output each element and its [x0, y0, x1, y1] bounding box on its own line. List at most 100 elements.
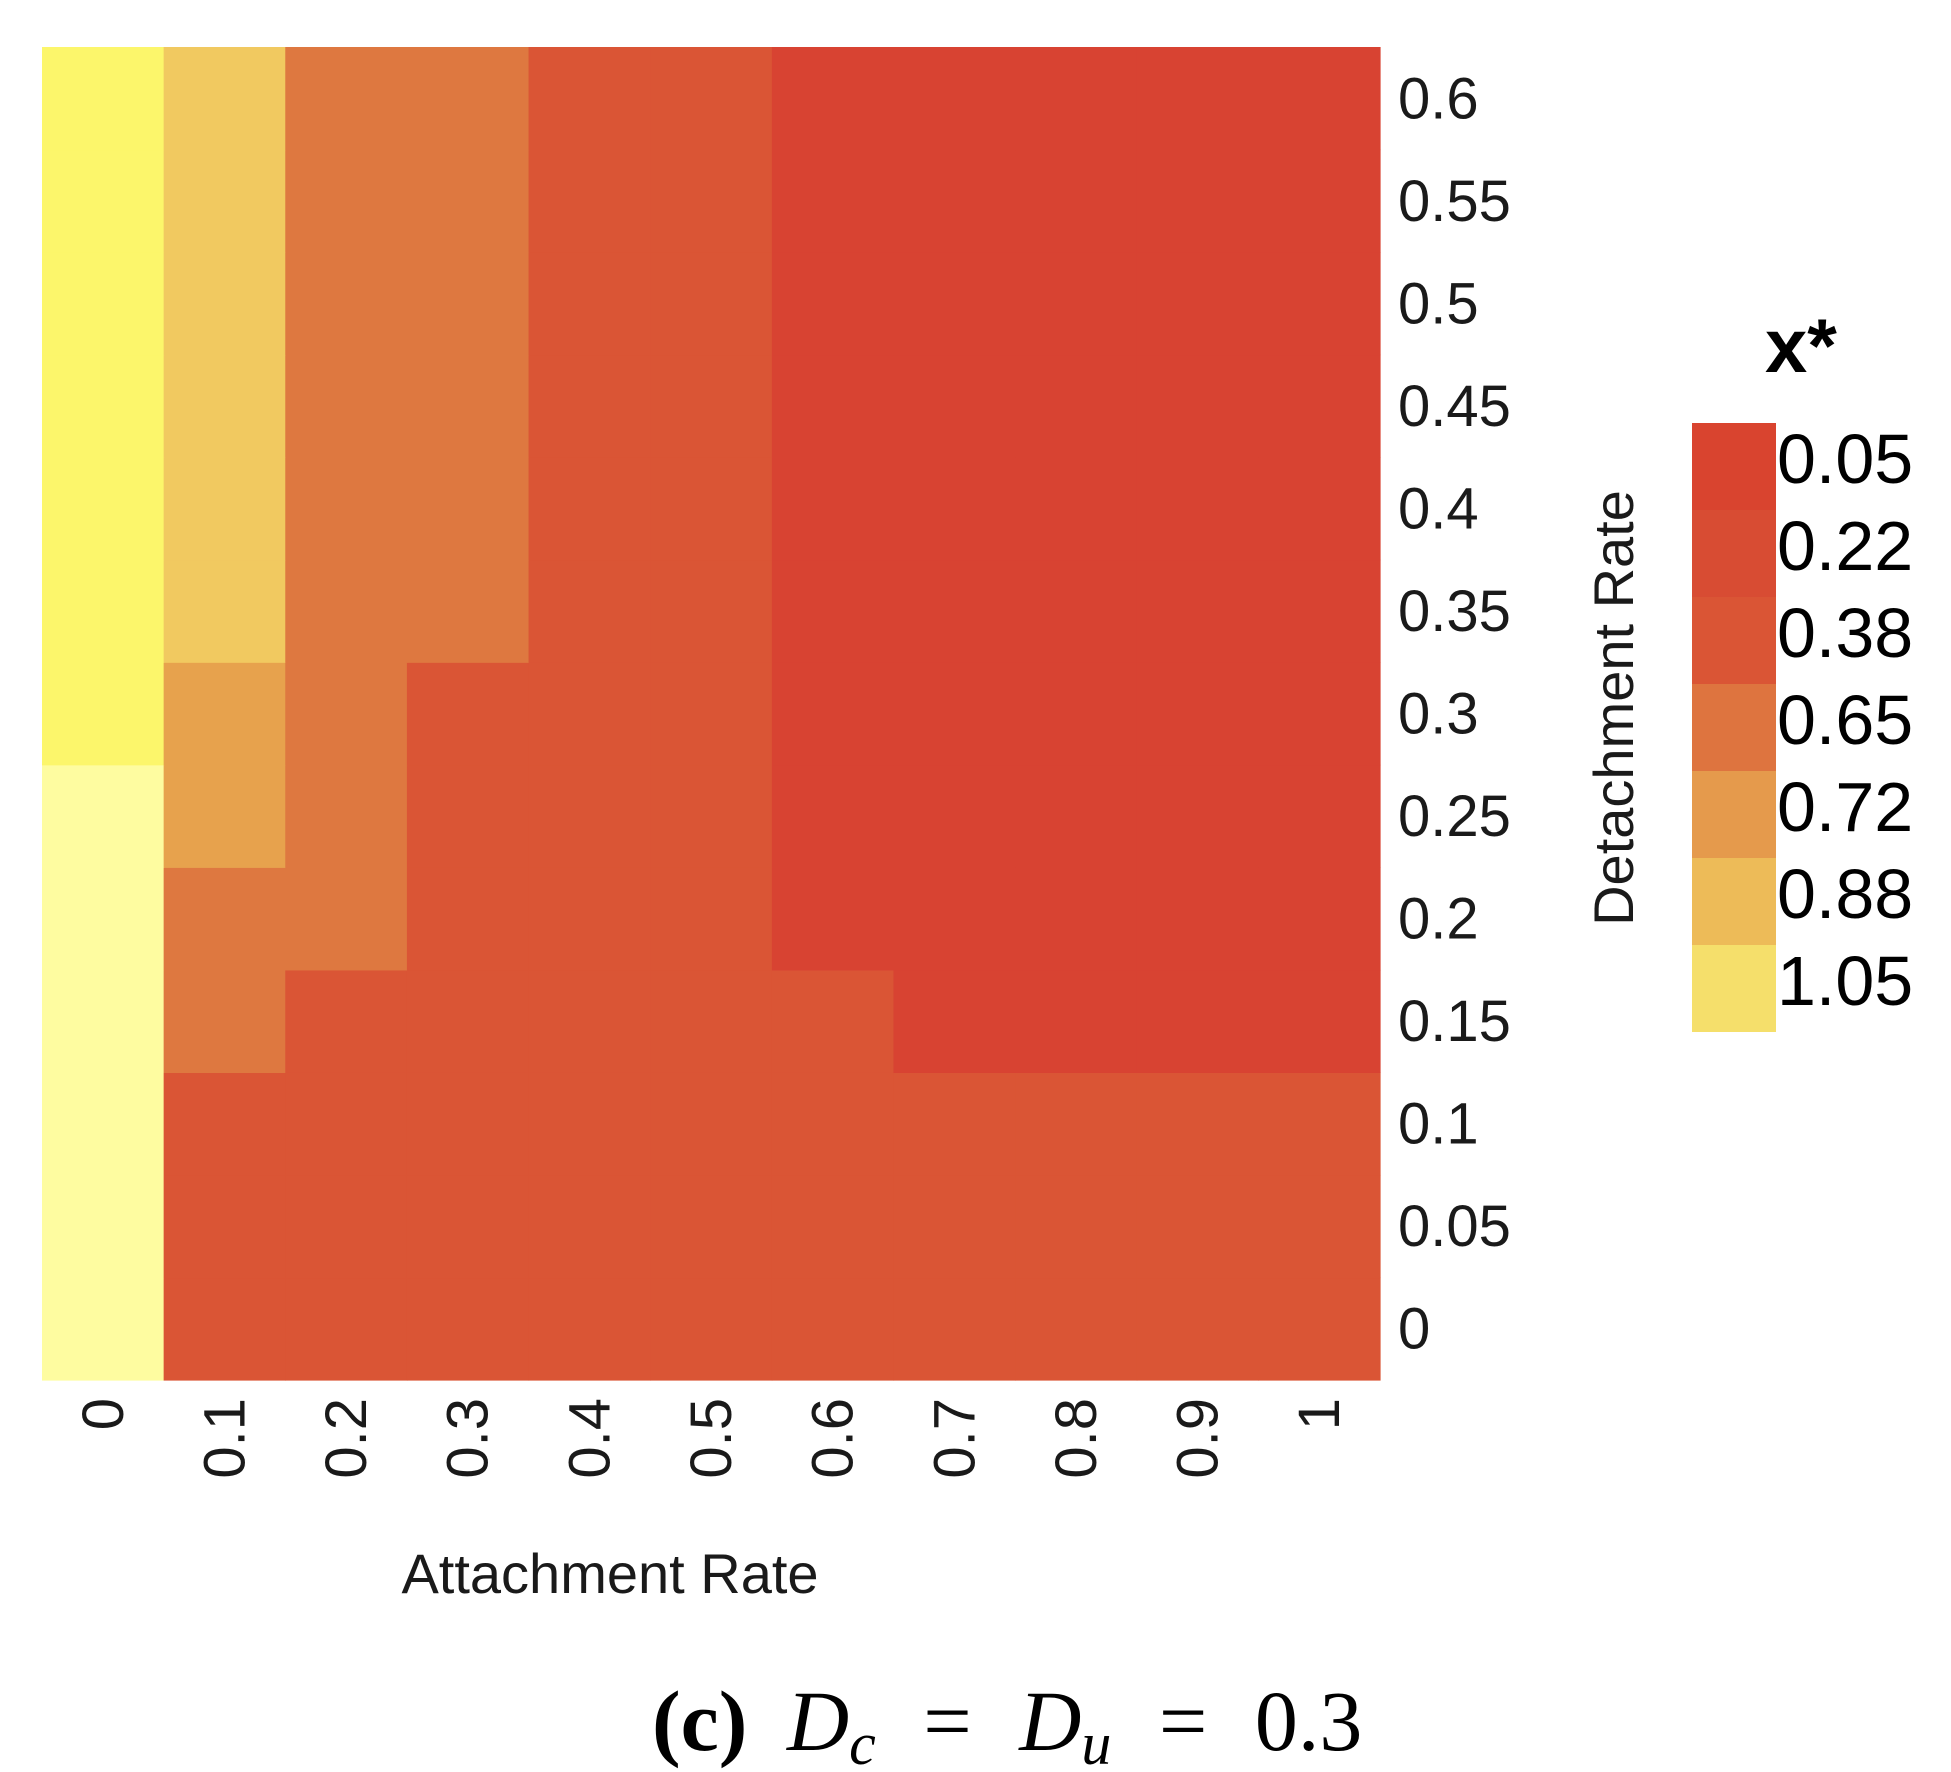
heatmap-cell [1136, 969, 1259, 1073]
heatmap-cell [893, 662, 1016, 766]
heatmap-cell [771, 969, 895, 1073]
x-tick-label: 0.2 [314, 1398, 379, 1479]
heatmap-cell [406, 662, 530, 766]
caption-value: 0.3 [1255, 1673, 1363, 1769]
legend-label: 0.88 [1777, 855, 1913, 933]
heatmap-cell [893, 1072, 1016, 1176]
heatmap-cell [1015, 969, 1138, 1073]
heatmap-cell [893, 149, 1016, 253]
y-tick-label: 0 [1398, 1297, 1430, 1362]
y-tick-label: 0.05 [1398, 1194, 1511, 1259]
heatmap-cell [1258, 1277, 1381, 1381]
heatmap-cell [42, 47, 165, 151]
heatmap-cell [163, 457, 286, 561]
legend-swatch [1692, 684, 1776, 771]
heatmap-cell [528, 559, 651, 663]
heatmap-cell [42, 1072, 165, 1176]
legend-label: 0.38 [1777, 594, 1913, 672]
heatmap-cell [1136, 764, 1259, 868]
heatmap-cell [1136, 252, 1259, 356]
heatmap-cell [1015, 354, 1138, 458]
legend-swatch [1692, 423, 1776, 510]
heatmap-cell [528, 1277, 651, 1381]
y-tick-label: 0.6 [1398, 66, 1479, 131]
heatmap-cell [650, 1072, 773, 1176]
heatmap-cell [1015, 764, 1138, 868]
heatmap-cell [893, 457, 1016, 561]
heatmap-cell [406, 969, 530, 1073]
heatmap-cell [1258, 1072, 1381, 1176]
heatmap-cell [1258, 559, 1381, 663]
heatmap-cell [285, 1277, 408, 1381]
heatmap-cell [406, 149, 530, 253]
heatmap-cell [285, 149, 408, 253]
heatmap-cell [42, 969, 165, 1073]
x-tick-label: 0.5 [679, 1398, 744, 1479]
heatmap-cell [771, 867, 895, 971]
heatmap-cell [1258, 969, 1381, 1073]
y-tick-label: 0.55 [1398, 169, 1511, 234]
x-tick-label: 0.1 [192, 1398, 257, 1479]
heatmap-cell [406, 559, 530, 663]
heatmap-cell [406, 1072, 530, 1176]
caption-var-d1: D [786, 1673, 849, 1769]
x-axis-label: Attachment Rate [401, 1542, 818, 1605]
legend-swatch [1692, 771, 1776, 858]
heatmap-cell [42, 252, 165, 356]
x-tick-label: 0 [71, 1398, 136, 1430]
heatmap-cell [163, 1174, 286, 1279]
x-tick-label: 0.3 [436, 1398, 501, 1479]
heatmap-cell [1258, 764, 1381, 868]
heatmap-cell [285, 252, 408, 356]
caption-equals-2: = [1159, 1673, 1208, 1769]
x-tick-label: 0.7 [922, 1398, 987, 1479]
heatmap-cell [1258, 354, 1381, 458]
figure-caption: (c) Dc = Du = 0.3 [652, 1673, 1362, 1772]
heatmap-cell [650, 457, 773, 561]
legend-swatches [1692, 423, 1776, 1032]
heatmap-cell [771, 47, 895, 151]
heatmap-cell [650, 1174, 773, 1279]
heatmap-cell [893, 1174, 1016, 1279]
heatmap-cell [771, 457, 895, 561]
caption-var-d2: D [1018, 1673, 1081, 1769]
heatmap-cell [650, 354, 773, 458]
heatmap-cell [163, 969, 286, 1073]
heatmap-cell [1136, 457, 1259, 561]
y-tick-label: 0.15 [1398, 989, 1511, 1054]
heatmap-cell [1015, 1072, 1138, 1176]
heatmap-cell [42, 1174, 165, 1279]
heatmap-cell [1136, 1174, 1259, 1279]
heatmap-cell [893, 47, 1016, 151]
heatmap-cell [42, 354, 165, 458]
y-axis-label: Detachment Rate [1582, 490, 1645, 926]
heatmap-cell [771, 559, 895, 663]
heatmap-cell [285, 1174, 408, 1279]
heatmap-cell [285, 559, 408, 663]
heatmap-cell [285, 1072, 408, 1176]
heatmap-cell [163, 354, 286, 458]
heatmap-cell [528, 867, 651, 971]
heatmap-cell [1258, 457, 1381, 561]
heatmap-cell [285, 969, 408, 1073]
x-tick-label: 0.9 [1166, 1398, 1231, 1479]
heatmap-cell [1015, 1277, 1138, 1381]
heatmap-cell [771, 354, 895, 458]
legend-label: 1.05 [1777, 942, 1913, 1020]
heatmap-cell [650, 149, 773, 253]
heatmap-cell [163, 149, 286, 253]
heatmap-cell [771, 662, 895, 766]
heatmap-cell [893, 559, 1016, 663]
heatmap-cell [650, 867, 773, 971]
heatmap-cell [1015, 559, 1138, 663]
heatmap-cell [42, 149, 165, 253]
heatmap-cell [406, 1277, 530, 1381]
heatmap-cell [528, 252, 651, 356]
heatmap-cell [771, 764, 895, 868]
color-legend: x* 0.05 0.22 0.38 0.65 0.72 0.88 1.05 [1692, 304, 1913, 1032]
heatmap-cell [528, 1174, 651, 1279]
heatmap-cell [771, 1174, 895, 1279]
caption-label: (c) [652, 1673, 747, 1769]
x-tick-label: 0.8 [1044, 1398, 1109, 1479]
